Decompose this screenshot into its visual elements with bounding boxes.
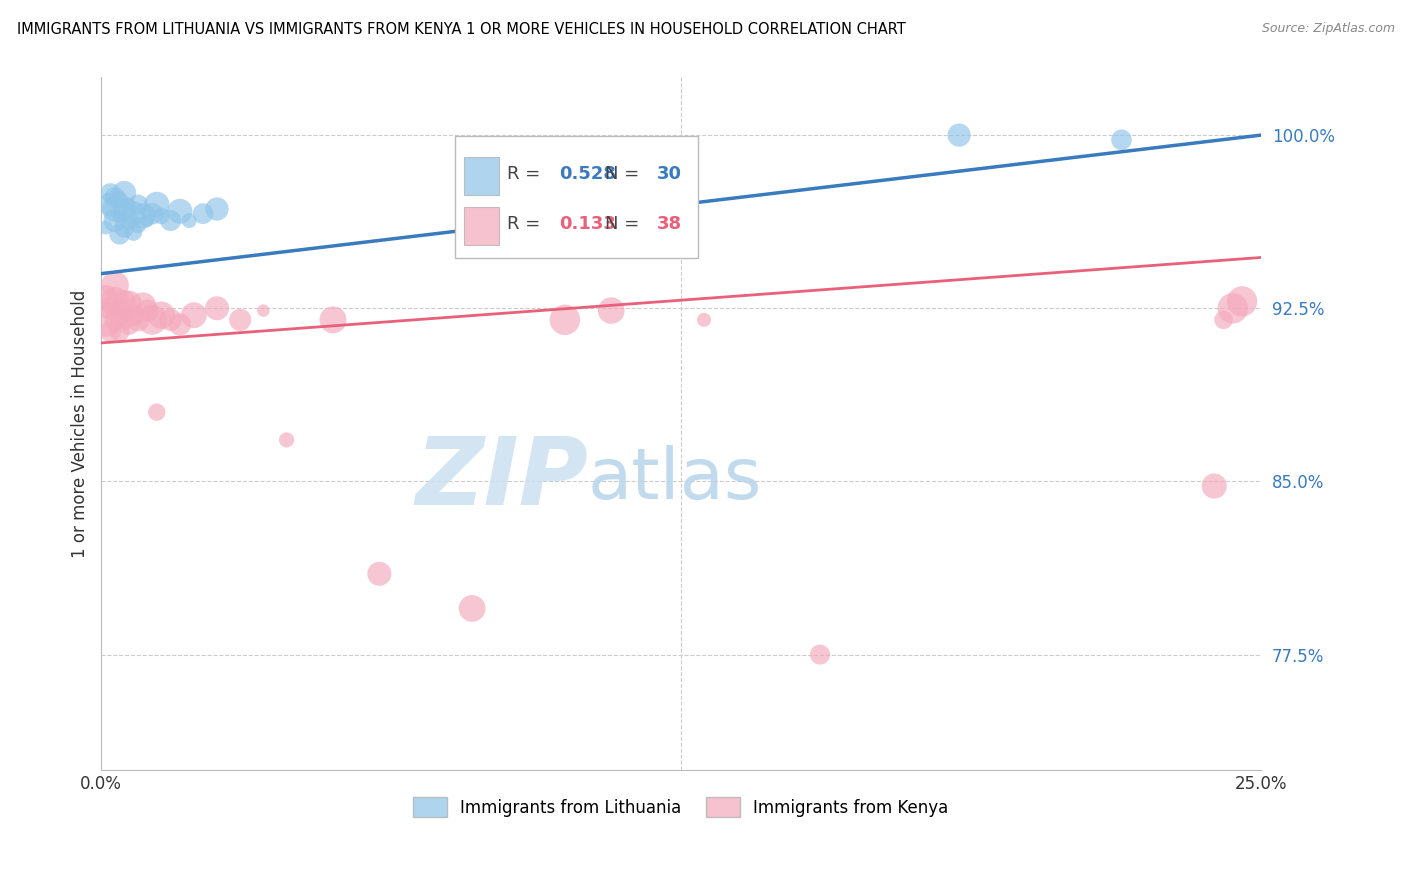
Point	[122, 308, 145, 322]
Point	[104, 294, 127, 309]
Point	[136, 303, 159, 318]
Point	[159, 313, 181, 327]
Point	[252, 303, 274, 318]
Point	[554, 313, 576, 327]
Point	[127, 313, 149, 327]
FancyBboxPatch shape	[464, 207, 499, 245]
Point	[693, 313, 716, 327]
Text: 38: 38	[657, 215, 682, 234]
Point	[205, 301, 228, 316]
Point	[118, 296, 141, 310]
Point	[104, 202, 127, 216]
Point	[191, 207, 214, 221]
Point	[141, 313, 163, 327]
Text: Source: ZipAtlas.com: Source: ZipAtlas.com	[1261, 22, 1395, 36]
Point	[108, 227, 131, 242]
Point	[1204, 479, 1226, 493]
Point	[1111, 133, 1133, 147]
Point	[112, 186, 135, 200]
Point	[169, 318, 191, 332]
Point	[94, 290, 117, 304]
Point	[98, 301, 121, 316]
Point	[98, 197, 121, 211]
Point	[1222, 301, 1244, 316]
Point	[98, 186, 121, 200]
Point	[145, 405, 167, 419]
Point	[159, 213, 181, 227]
Point	[205, 202, 228, 216]
Point	[127, 218, 149, 232]
Point	[179, 213, 201, 227]
Text: ZIP: ZIP	[415, 434, 588, 525]
Point	[112, 313, 135, 327]
Point	[118, 197, 141, 211]
Point	[122, 207, 145, 221]
Point	[108, 324, 131, 338]
Point	[104, 278, 127, 293]
Point	[112, 202, 135, 216]
Point	[948, 128, 970, 143]
Point	[461, 601, 484, 615]
Point	[145, 197, 167, 211]
Point	[276, 433, 298, 447]
Text: R =: R =	[508, 215, 546, 234]
Point	[136, 213, 159, 227]
Point	[112, 294, 135, 309]
Text: R =: R =	[508, 165, 546, 184]
Text: N =: N =	[606, 165, 645, 184]
Point	[94, 313, 117, 327]
Point	[127, 197, 149, 211]
Text: atlas: atlas	[588, 444, 762, 514]
Text: N =: N =	[606, 215, 645, 234]
Text: 30: 30	[657, 165, 682, 184]
Point	[1230, 294, 1253, 309]
Point	[141, 207, 163, 221]
Text: 0.133: 0.133	[560, 215, 616, 234]
Point	[104, 213, 127, 227]
Text: 0.528: 0.528	[560, 165, 616, 184]
Point	[108, 306, 131, 320]
Y-axis label: 1 or more Vehicles in Household: 1 or more Vehicles in Household	[72, 290, 89, 558]
FancyBboxPatch shape	[464, 157, 499, 195]
Point	[169, 204, 191, 219]
Point	[322, 313, 344, 327]
Point	[150, 308, 173, 322]
Point	[118, 213, 141, 227]
Point	[104, 190, 127, 204]
Point	[1212, 313, 1234, 327]
Legend: Immigrants from Lithuania, Immigrants from Kenya: Immigrants from Lithuania, Immigrants fr…	[406, 790, 955, 824]
Point	[108, 209, 131, 223]
FancyBboxPatch shape	[454, 136, 699, 258]
Point	[118, 318, 141, 332]
Point	[104, 313, 127, 327]
Point	[94, 220, 117, 235]
Point	[600, 303, 623, 318]
Point	[112, 220, 135, 235]
Point	[122, 225, 145, 239]
Point	[132, 209, 155, 223]
Point	[150, 209, 173, 223]
Text: IMMIGRANTS FROM LITHUANIA VS IMMIGRANTS FROM KENYA 1 OR MORE VEHICLES IN HOUSEHO: IMMIGRANTS FROM LITHUANIA VS IMMIGRANTS …	[17, 22, 905, 37]
Point	[98, 324, 121, 338]
Point	[108, 193, 131, 207]
Point	[808, 648, 831, 662]
Point	[229, 313, 252, 327]
Point	[132, 299, 155, 313]
Point	[183, 308, 205, 322]
Point	[368, 566, 391, 581]
